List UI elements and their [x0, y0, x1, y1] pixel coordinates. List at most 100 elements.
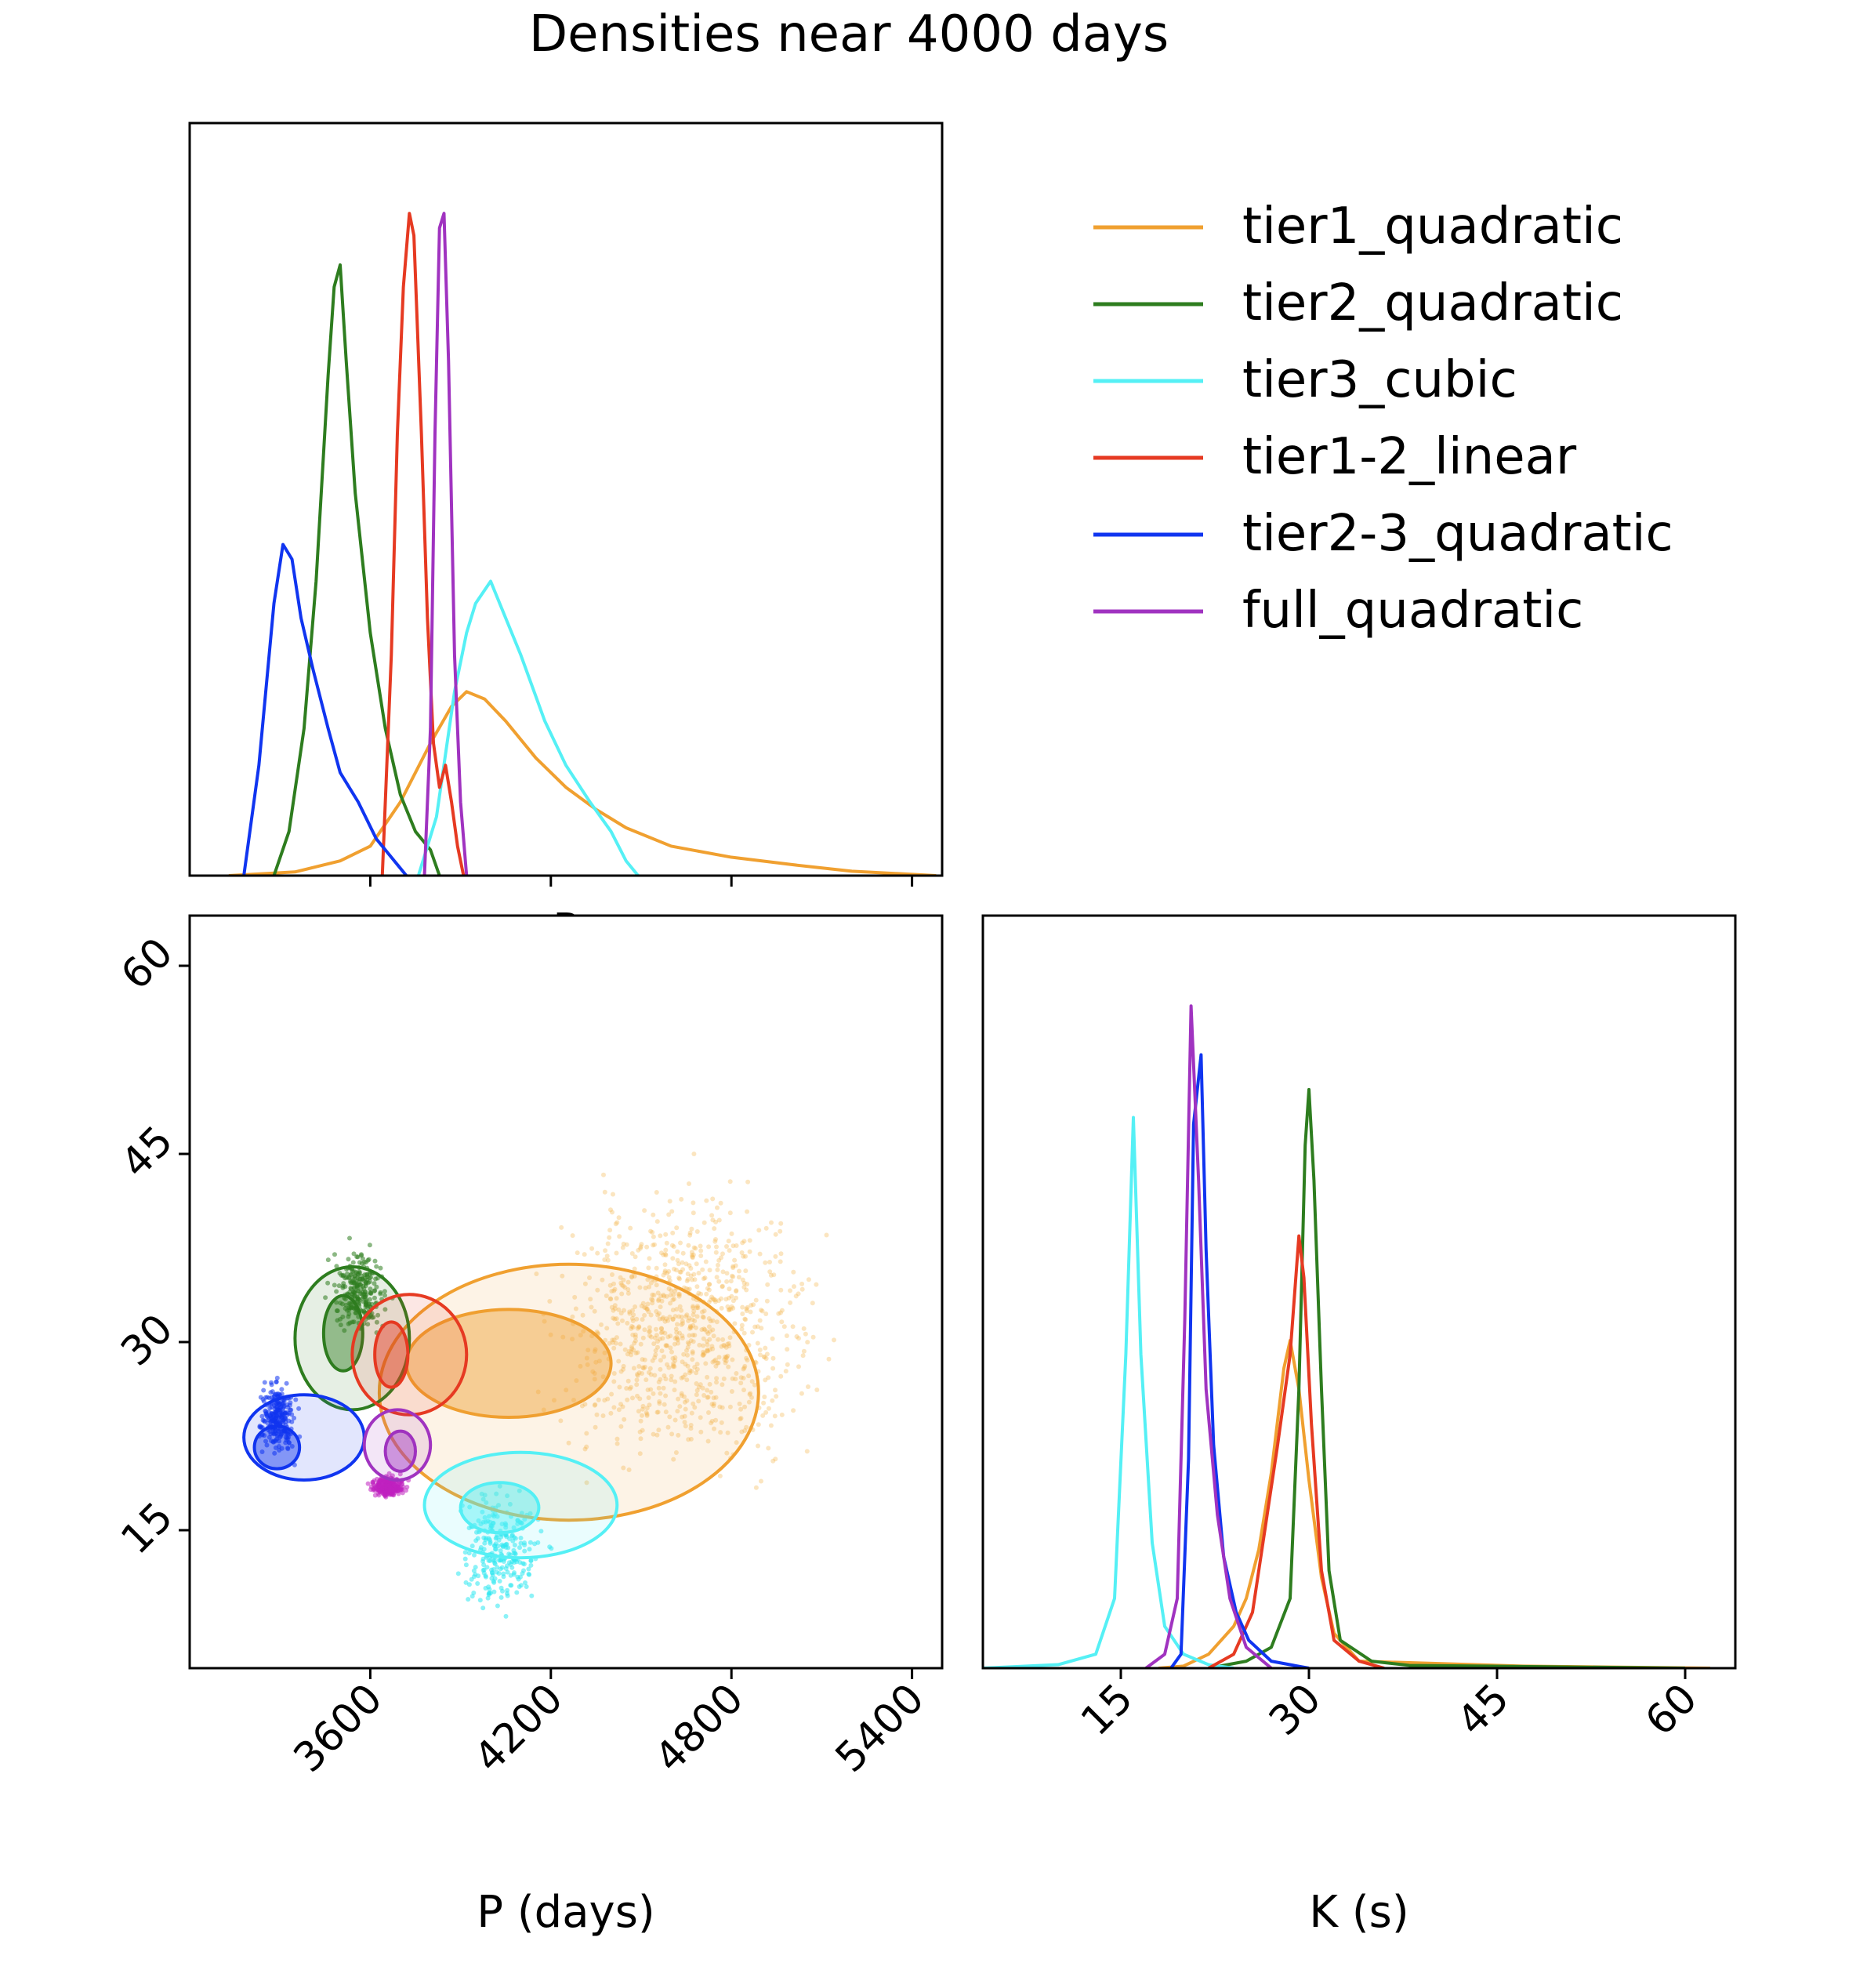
scatter-point [676, 1340, 680, 1346]
scatter-point [592, 1402, 597, 1408]
scatter-point [642, 1304, 647, 1310]
scatter-point [471, 1574, 477, 1580]
scatter-point [680, 1267, 686, 1272]
scatter-point [278, 1415, 284, 1420]
scatter-point [770, 1355, 776, 1361]
scatter-point [629, 1344, 634, 1349]
scatter-point [472, 1552, 477, 1558]
scatter-point [480, 1496, 486, 1502]
scatter-point [745, 1282, 750, 1287]
scatter-point [273, 1431, 278, 1436]
scatter-point [529, 1593, 535, 1598]
scatter-point [633, 1304, 638, 1309]
scatter-point [674, 1330, 680, 1335]
scatter-point [653, 1352, 658, 1358]
scatter-point [499, 1542, 505, 1547]
scatter-point [670, 1297, 676, 1303]
scatter-point [625, 1378, 631, 1384]
scatter-point [705, 1388, 710, 1393]
scatter-point [602, 1189, 607, 1195]
scatter-point [645, 1301, 651, 1307]
scatter-point [658, 1326, 664, 1331]
scatter-point [698, 1248, 704, 1253]
p-density-curve-tier1_quadratic [228, 690, 937, 876]
scatter-point [497, 1579, 502, 1584]
scatter-point [635, 1326, 640, 1331]
scatter-point [692, 1277, 698, 1282]
scatter-point [633, 1351, 639, 1356]
scatter-point [724, 1279, 730, 1284]
scatter-point [631, 1366, 636, 1371]
scatter-point [685, 1344, 691, 1350]
scatter-point [791, 1269, 796, 1275]
scatter-point [720, 1284, 725, 1290]
scatter-point [720, 1251, 725, 1257]
scatter-point [630, 1318, 636, 1323]
scatter-point [730, 1265, 736, 1271]
scatter-point [685, 1277, 691, 1282]
scatter-point [723, 1360, 728, 1366]
scatter-point [714, 1319, 720, 1325]
scatter-point [693, 1246, 698, 1251]
scatter-point [515, 1574, 520, 1580]
scatter-point [745, 1358, 750, 1363]
scatter-point [700, 1385, 705, 1391]
scatter-point [644, 1307, 650, 1312]
scatter-point [749, 1379, 755, 1384]
scatter-point [355, 1254, 361, 1260]
scatter-point [701, 1349, 706, 1355]
scatter-point [697, 1342, 702, 1348]
scatter-point [692, 1319, 698, 1323]
scatter-point [691, 1252, 696, 1257]
scatter-point [725, 1304, 730, 1309]
scatter-point [742, 1428, 748, 1433]
scatter-point [736, 1275, 741, 1280]
scatter-point [690, 1357, 695, 1362]
scatter-point [698, 1415, 703, 1420]
scatter-point [746, 1343, 752, 1348]
scatter-point [526, 1566, 531, 1572]
scatter-point [674, 1225, 680, 1231]
scatter-point [741, 1239, 747, 1244]
scatter-point [677, 1269, 683, 1275]
scatter-point [494, 1491, 499, 1496]
scatter-point [518, 1536, 524, 1540]
scatter-point [267, 1406, 273, 1411]
scatter-point [694, 1314, 700, 1319]
scatter-point [495, 1603, 500, 1609]
scatter-point [738, 1416, 744, 1421]
scatter-point [596, 1397, 601, 1402]
scatter-point [726, 1239, 731, 1244]
scatter-point [515, 1521, 520, 1526]
scatter-point [688, 1423, 694, 1428]
scatter-point [692, 1405, 698, 1410]
scatter-point [666, 1365, 672, 1370]
scatter-point [748, 1309, 753, 1315]
scatter-point [722, 1357, 727, 1362]
p-k-scatter-panel-frame [188, 914, 944, 1670]
scatter-point [573, 1306, 578, 1311]
scatter-point [487, 1514, 491, 1519]
scatter-point [274, 1375, 280, 1380]
scatter-point [476, 1573, 481, 1579]
scatter-point [618, 1275, 623, 1280]
scatter-point [334, 1308, 339, 1313]
scatter-point [762, 1395, 767, 1399]
scatter-point [670, 1308, 676, 1313]
scatter-point [740, 1304, 745, 1310]
scatter-point [707, 1268, 712, 1273]
scatter-point [378, 1290, 383, 1295]
scatter-point [503, 1542, 509, 1547]
scatter-point [690, 1349, 695, 1355]
scatter-point [559, 1224, 564, 1230]
scatter-point [688, 1338, 694, 1344]
scatter-point [725, 1353, 730, 1359]
scatter-point [350, 1260, 356, 1265]
scatter-point [739, 1326, 745, 1332]
scatter-point [647, 1329, 653, 1334]
scatter-point [325, 1257, 331, 1263]
scatter-point [716, 1279, 722, 1284]
scatter-point [670, 1317, 676, 1322]
k-density-axis-tick-label: 30 [1260, 1675, 1330, 1745]
scatter-point [635, 1373, 640, 1378]
